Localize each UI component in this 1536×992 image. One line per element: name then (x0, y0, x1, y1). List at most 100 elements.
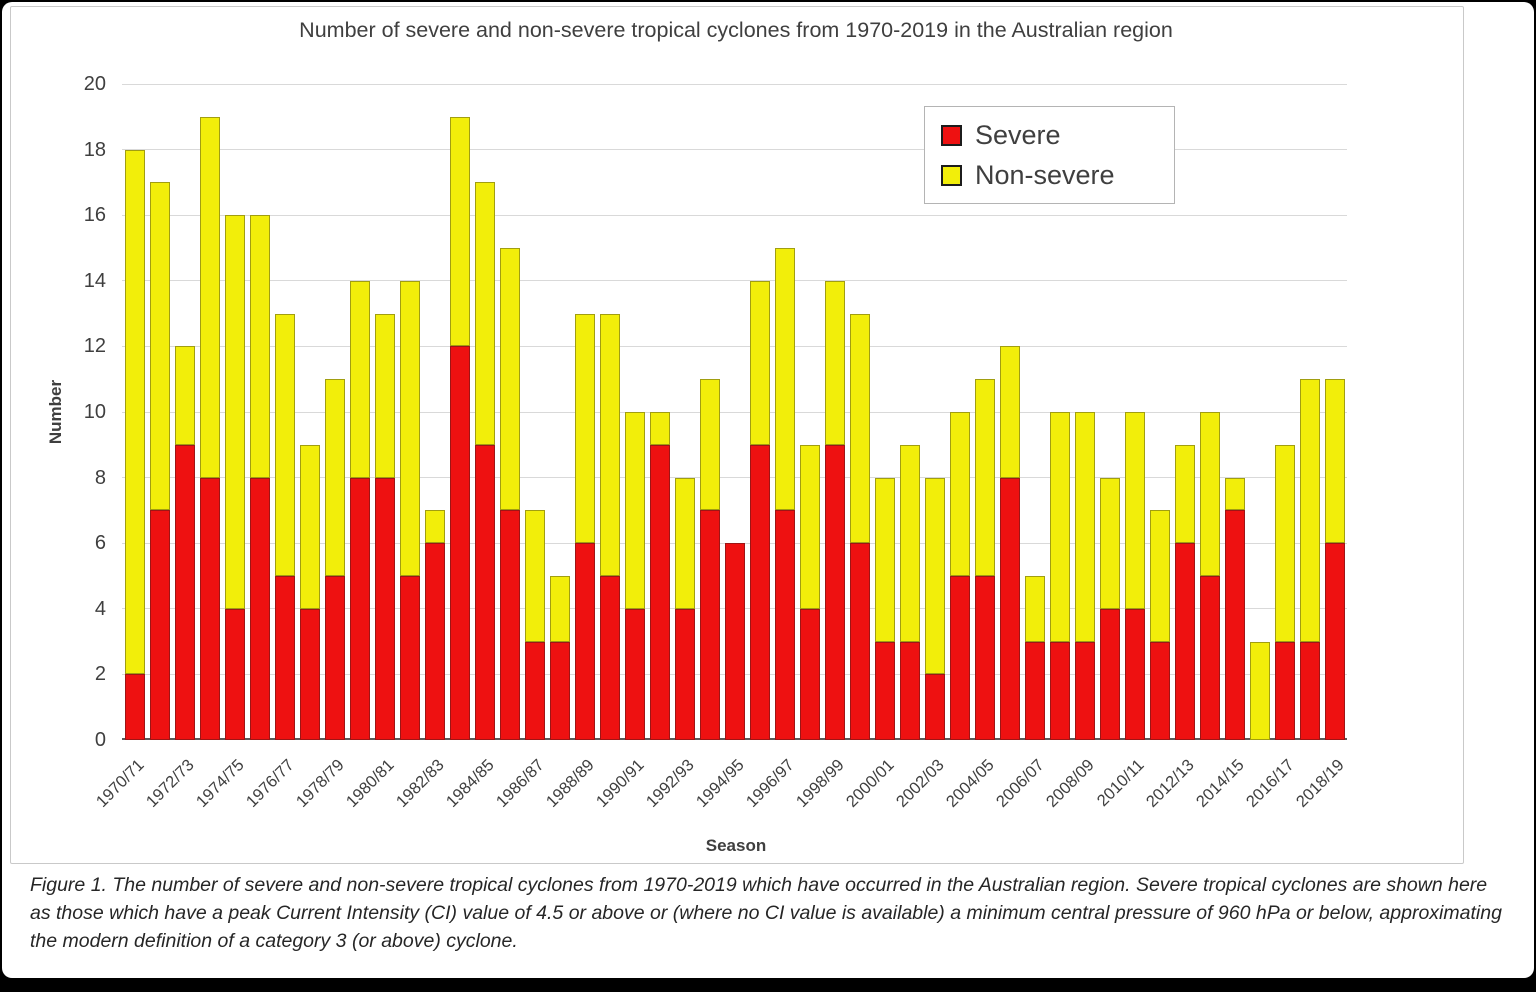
bar-segment-non-severe (625, 412, 645, 609)
bar-segment-severe (1100, 608, 1120, 740)
bar-segment-severe (125, 674, 145, 740)
bar-segment-severe (1150, 641, 1170, 740)
bar-segment-non-severe (1175, 444, 1195, 544)
bar-segment-non-severe (1075, 412, 1095, 642)
bar-segment-severe (225, 608, 245, 740)
bar-segment-non-severe (325, 379, 345, 576)
y-tick-label: 4 (94, 597, 106, 620)
bar-segment-severe (1300, 641, 1320, 740)
plot-area (122, 83, 1347, 740)
gridline (122, 280, 1347, 282)
bar-segment-non-severe (175, 346, 195, 445)
bar-segment-non-severe (500, 248, 520, 511)
bar-segment-non-severe (800, 444, 820, 609)
bar-segment-non-severe (300, 444, 320, 609)
gridline (122, 345, 1347, 347)
bar-segment-severe (675, 608, 695, 740)
bar-segment-severe (1200, 576, 1220, 740)
bar-segment-non-severe (775, 248, 795, 511)
bar-segment-non-severe (125, 149, 145, 675)
bar-segment-severe (725, 543, 745, 740)
bar-segment-severe (375, 477, 395, 740)
bar-segment-non-severe (225, 215, 245, 609)
bar-segment-non-severe (1050, 412, 1070, 642)
bar-segment-severe (275, 576, 295, 740)
bar-segment-severe (775, 510, 795, 740)
bar-segment-severe (1025, 641, 1045, 740)
bar-segment-non-severe (650, 412, 670, 445)
bar-segment-non-severe (925, 477, 945, 675)
bar-segment-non-severe (1325, 379, 1345, 544)
bar-segment-non-severe (600, 313, 620, 576)
bar-segment-non-severe (425, 510, 445, 544)
bar-segment-severe (975, 576, 995, 740)
y-tick-label: 14 (83, 269, 106, 292)
gridline (122, 83, 1347, 85)
y-tick-label: 12 (83, 335, 106, 358)
legend: Severe Non-severe (924, 106, 1175, 204)
bar-segment-severe (175, 444, 195, 740)
bar-segment-severe (200, 477, 220, 740)
bar-segment-non-severe (950, 412, 970, 576)
bar-segment-severe (1275, 641, 1295, 740)
bar-segment-non-severe (550, 576, 570, 642)
y-tick-label: 2 (94, 663, 106, 686)
bar-segment-severe (1175, 543, 1195, 740)
legend-swatch-severe (941, 124, 962, 146)
bar-segment-non-severe (1000, 346, 1020, 478)
gridline (122, 214, 1347, 216)
bar-segment-severe (475, 444, 495, 740)
gridline (122, 542, 1347, 544)
bar-segment-severe (1050, 641, 1070, 740)
bar-segment-severe (525, 641, 545, 740)
legend-label: Non-severe (975, 159, 1115, 190)
bar-segment-non-severe (200, 116, 220, 478)
bar-segment-non-severe (250, 215, 270, 478)
bar-segment-non-severe (1275, 444, 1295, 642)
bar-segment-severe (750, 444, 770, 740)
y-tick-label: 18 (83, 138, 106, 161)
bar-segment-non-severe (700, 379, 720, 511)
bar-segment-non-severe (150, 182, 170, 511)
legend-item: Non-severe (941, 155, 1156, 195)
bar-segment-severe (900, 641, 920, 740)
bar-segment-severe (250, 477, 270, 740)
x-axis-ticks: 1970/71 1972/73 1974/75 1976/77 1978/79 1980/… (92, 744, 1347, 849)
legend-item: Severe (941, 115, 1156, 155)
bar-segment-severe (1075, 641, 1095, 740)
bar-segment-non-severe (850, 313, 870, 544)
bar-segment-severe (1325, 543, 1345, 740)
bar-segment-non-severe (475, 182, 495, 445)
bar-segment-non-severe (825, 280, 845, 445)
bar-segment-non-severe (675, 477, 695, 609)
bar-segment-severe (500, 510, 520, 740)
bar-segment-severe (825, 444, 845, 740)
bar-segment-non-severe (450, 116, 470, 347)
bar-segment-non-severe (1150, 510, 1170, 642)
y-tick-label: 10 (83, 401, 106, 423)
bar-segment-non-severe (1025, 576, 1045, 642)
bar-segment-non-severe (275, 313, 295, 576)
bar-segment-severe (325, 576, 345, 740)
bar-segment-non-severe (975, 379, 995, 576)
bar-segment-severe (450, 346, 470, 740)
gridline (122, 149, 1347, 151)
gridline (122, 477, 1347, 479)
bar-segment-severe (800, 608, 820, 740)
bar-segment-severe (700, 510, 720, 740)
bar-segment-non-severe (1225, 477, 1245, 511)
gridline (122, 411, 1347, 413)
bar-segment-severe (550, 641, 570, 740)
bar-segment-non-severe (1100, 477, 1120, 609)
bar-segment-severe (575, 543, 595, 740)
bar-segment-severe (1125, 608, 1145, 740)
bar-segment-non-severe (1200, 412, 1220, 576)
chart-title: Number of severe and non-severe tropical… (299, 18, 1173, 42)
bar-segment-non-severe (400, 280, 420, 576)
bar-segment-non-severe (525, 510, 545, 642)
bar-segment-severe (425, 543, 445, 740)
bar-segment-severe (625, 608, 645, 740)
bar-segment-severe (1225, 510, 1245, 740)
bar-segment-non-severe (350, 280, 370, 478)
figure-caption: Figure 1. The number of severe and non-s… (30, 874, 1502, 952)
